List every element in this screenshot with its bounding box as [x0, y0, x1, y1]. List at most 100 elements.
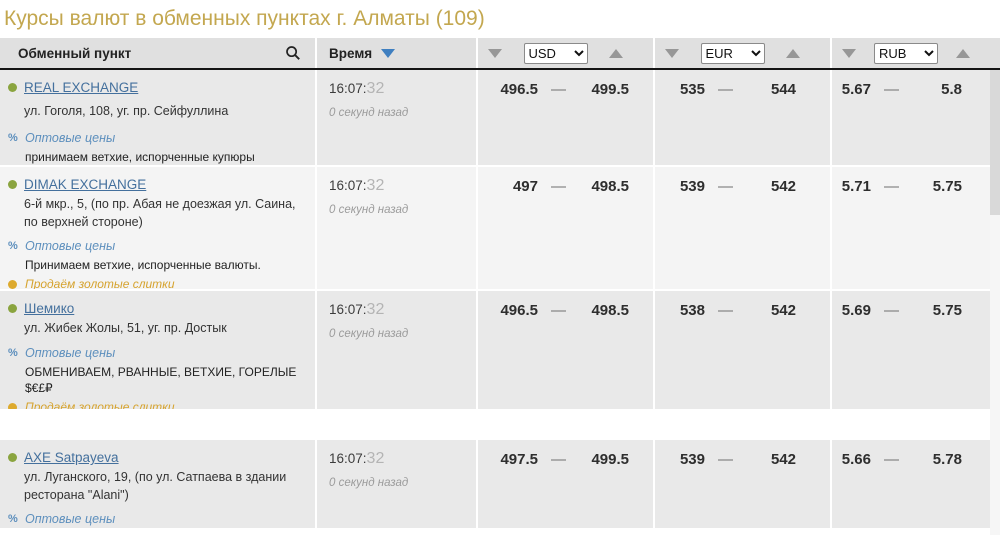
exchange-address: ул. Гоголя, 108, уг. пр. Сейфуллина — [24, 104, 229, 118]
gold-bullet-icon — [8, 402, 17, 409]
rate-dash: — — [551, 302, 566, 319]
exchange-address: 6-й мкр., 5, (по пр. Абая не доезжая ул.… — [24, 197, 296, 229]
search-icon[interactable] — [285, 45, 301, 61]
usd-rate: 496.5 — 498.5 — [478, 291, 653, 409]
exchange-office-label: Обменный пункт — [18, 45, 132, 61]
exchange-address: ул. Луганского, 19, (по ул. Сатпаева в з… — [24, 470, 287, 502]
eur-sort-down-icon[interactable] — [665, 48, 679, 58]
rate-dash: — — [718, 178, 733, 195]
rub-rate: 5.69 — 5.75 — [832, 291, 990, 409]
rate-dash: — — [884, 178, 899, 195]
header-usd: USD — [478, 38, 653, 68]
usd-sell-value: 498.5 — [591, 178, 629, 195]
updated-ago: 0 секунд назад — [329, 477, 409, 489]
usd-buy-value: 497.5 — [500, 451, 538, 468]
usd-sell-value: 499.5 — [591, 451, 629, 468]
wholesale-prices-link[interactable]: Оптовые цены — [25, 512, 116, 526]
usd-buy-value: 497 — [512, 178, 538, 195]
eur-sort-up-icon[interactable] — [786, 48, 800, 58]
table-row: DIMAK EXCHANGE 6-й мкр., 5, (по пр. Абая… — [0, 167, 990, 289]
scrollbar-thumb[interactable] — [990, 70, 1000, 215]
updated-ago: 0 секунд назад — [329, 328, 409, 340]
open-status-dot — [8, 83, 17, 92]
rate-dash: — — [718, 81, 733, 98]
time-cell: 16:07:32 0 секунд назад — [317, 167, 476, 289]
update-time-seconds: 32 — [366, 177, 385, 194]
exchange-link[interactable]: Шемико — [24, 301, 75, 316]
exchange-table: REAL EXCHANGE ул. Гоголя, 108, уг. пр. С… — [0, 70, 990, 528]
rub-sell-value: 5.75 — [932, 302, 962, 319]
gold-bars-label: Продаём золотые слитки — [25, 276, 175, 290]
rate-dash: — — [884, 451, 899, 468]
update-time-seconds: 32 — [366, 80, 385, 97]
rate-dash: — — [718, 302, 733, 319]
rub-sort-down-icon[interactable] — [842, 48, 856, 58]
table-row: REAL EXCHANGE ул. Гоголя, 108, уг. пр. С… — [0, 70, 990, 165]
eur-sell-value: 542 — [770, 178, 796, 195]
time-label: Время — [329, 45, 373, 61]
eur-buy-value: 539 — [679, 451, 705, 468]
rub-sort-up-icon[interactable] — [956, 48, 970, 58]
header-exchange-office: Обменный пункт — [0, 38, 315, 68]
time-cell: 16:07:32 0 секунд назад — [317, 440, 476, 528]
rub-sell-value: 5.78 — [932, 451, 962, 468]
update-time: 16:07: — [329, 451, 367, 466]
scrollbar[interactable] — [990, 70, 1000, 535]
office-cell: Шемико ул. Жибек Жолы, 51, уг. пр. Досты… — [0, 291, 315, 409]
usd-rate: 496.5 — 499.5 — [478, 70, 653, 165]
rub-currency-select[interactable]: RUB — [874, 42, 938, 64]
rub-rate: 5.67 — 5.8 — [832, 70, 990, 165]
usd-sort-up-icon[interactable] — [609, 48, 623, 58]
rub-buy-value: 5.66 — [841, 451, 871, 468]
table-row: Шемико ул. Жибек Жолы, 51, уг. пр. Досты… — [0, 291, 990, 409]
rate-dash: — — [718, 451, 733, 468]
usd-sell-value: 498.5 — [591, 302, 629, 319]
eur-rate: 538 — 542 — [655, 291, 830, 409]
updated-ago: 0 секунд назад — [329, 107, 409, 119]
update-time: 16:07: — [329, 81, 367, 96]
percent-icon: % — [8, 346, 18, 359]
eur-buy-value: 535 — [679, 81, 705, 98]
time-cell: 16:07:32 0 секунд назад — [317, 291, 476, 409]
usd-rate: 497 — 498.5 — [478, 167, 653, 289]
exchange-link[interactable]: REAL EXCHANGE — [24, 80, 139, 95]
update-time: 16:07: — [329, 178, 367, 193]
exchange-address: ул. Жибек Жолы, 51, уг. пр. Достык — [24, 321, 227, 335]
percent-icon: % — [8, 131, 18, 144]
wholesale-prices-link[interactable]: Оптовые цены — [25, 130, 116, 145]
wholesale-prices-link[interactable]: Оптовые цены — [25, 239, 116, 253]
eur-sell-value: 544 — [770, 81, 796, 98]
usd-sell-value: 499.5 — [591, 81, 629, 98]
rub-sell-value: 5.8 — [941, 81, 962, 98]
open-status-dot — [8, 180, 17, 189]
exchange-link[interactable]: AXE Satpayeva — [24, 450, 119, 465]
eur-sell-value: 542 — [770, 451, 796, 468]
rate-dash: — — [884, 302, 899, 319]
eur-currency-select[interactable]: EUR — [700, 42, 765, 64]
usd-sort-down-icon[interactable] — [488, 48, 502, 58]
exchange-note: Принимаем ветхие, испорченные валюты. — [25, 258, 261, 272]
usd-buy-value: 496.5 — [500, 302, 538, 319]
office-cell: DIMAK EXCHANGE 6-й мкр., 5, (по пр. Абая… — [0, 167, 315, 289]
usd-currency-select[interactable]: USD — [523, 42, 588, 64]
updated-ago: 0 секунд назад — [329, 204, 409, 216]
usd-rate: 497.5 — 499.5 — [478, 440, 653, 528]
percent-icon: % — [8, 513, 18, 525]
table-header: Обменный пункт Время USD EUR RUB — [0, 38, 1000, 70]
rub-rate: 5.71 — 5.75 — [832, 167, 990, 289]
exchange-link[interactable]: DIMAK EXCHANGE — [24, 177, 147, 192]
rub-buy-value: 5.71 — [841, 178, 871, 195]
rate-dash: — — [884, 81, 899, 98]
rub-buy-value: 5.69 — [841, 302, 871, 319]
eur-buy-value: 538 — [679, 302, 705, 319]
header-rub: RUB — [832, 38, 1000, 68]
update-time: 16:07: — [329, 302, 367, 317]
rate-dash: — — [551, 451, 566, 468]
time-sort-desc-icon[interactable] — [381, 48, 396, 58]
page-title: Курсы валют в обменных пунктах г. Алматы… — [4, 7, 485, 30]
gold-bullet-icon — [8, 279, 17, 289]
eur-rate: 539 — 542 — [655, 440, 830, 528]
table-row: AXE Satpayeva ул. Луганского, 19, (по ул… — [0, 440, 990, 528]
wholesale-prices-link[interactable]: Оптовые цены — [25, 345, 116, 360]
exchange-note: принимаем ветхие, испорченные купюры — [25, 149, 255, 164]
